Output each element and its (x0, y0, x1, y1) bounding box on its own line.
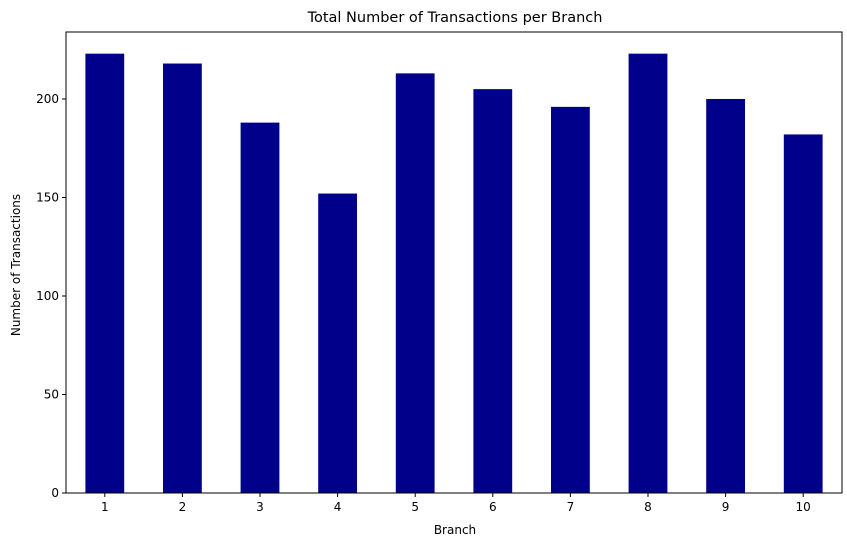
y-tick-label: 100 (36, 289, 59, 303)
bar-branch-9 (706, 98, 745, 493)
bar-branch-6 (473, 89, 513, 493)
x-ticks-group: 1 2 3 4 5 6 7 8 9 10 (101, 493, 811, 514)
x-tick-label: 9 (722, 500, 730, 514)
y-axis-label: Number of Transactions (9, 194, 23, 336)
x-tick-label: 1 (101, 500, 109, 514)
bars-group (85, 53, 823, 494)
bar-branch-8 (628, 53, 668, 494)
x-tick-label: 4 (334, 500, 342, 514)
bar-branch-4 (318, 193, 357, 494)
x-tick-label: 3 (256, 500, 264, 514)
bar-branch-10 (783, 134, 823, 493)
chart-title: Total Number of Transactions per Branch (307, 10, 603, 26)
y-ticks-group: 0 50 100 150 200 (36, 92, 66, 500)
bar-branch-5 (395, 73, 435, 494)
x-tick-label: 10 (796, 500, 811, 514)
y-tick-label: 200 (36, 92, 59, 106)
x-tick-label: 5 (411, 500, 419, 514)
y-tick-label: 50 (44, 387, 59, 401)
bar-branch-1 (85, 53, 125, 494)
plot-frame (65, 31, 843, 494)
x-tick-label: 8 (644, 500, 652, 514)
bar-branch-7 (551, 106, 590, 494)
x-tick-label: 2 (179, 500, 187, 514)
y-tick-label: 150 (36, 190, 59, 204)
x-tick-label: 7 (567, 500, 575, 514)
x-axis-label: Branch (434, 523, 476, 537)
bar-branch-3 (240, 122, 280, 494)
bar-branch-2 (163, 63, 202, 494)
y-tick-label: 0 (51, 486, 59, 500)
x-tick-label: 6 (489, 500, 497, 514)
